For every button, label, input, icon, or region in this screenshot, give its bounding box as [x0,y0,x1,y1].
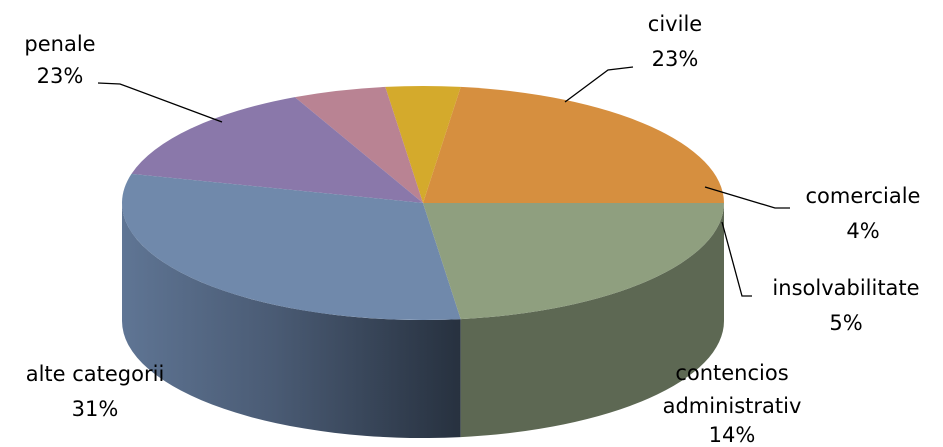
pie-slice-insolvabilitate [294,86,423,203]
leader-line-comerciale [704,186,790,209]
pie-slice-contencios-administrativ [131,97,423,203]
pie-slice-penale [423,203,724,320]
slice-labels: civile 23% comerciale 4% insolvabilitate… [24,12,920,447]
pie-slice-civile [423,86,724,203]
pie-slice-comerciale [385,86,461,203]
slice-value-contencios: 14% [709,423,756,447]
leader-lines [97,66,790,297]
slice-label-contencios-line2: administrativ [663,394,802,418]
slice-value-insolvabilitate: 5% [829,311,862,335]
pie-top-slices [121,86,724,320]
pie-wall-alte-categorii [122,203,461,439]
slice-value-alte-categorii: 31% [72,397,119,421]
slice-label-contencios-line1: contencios [675,361,788,385]
slice-value-penale: 23% [37,64,84,88]
slice-label-comerciale: comerciale [806,184,921,208]
pie-wall-penale [460,203,724,438]
slice-label-penale: penale [24,32,95,56]
leader-line-insolvabilitate [721,221,752,297]
slice-label-insolvabilitate: insolvabilitate [772,276,919,300]
pie-slice-alte-categorii [121,173,461,320]
leader-line-civile [564,66,634,103]
pie-side-walls [122,203,724,439]
slice-label-alte-categorii: alte categorii [26,362,165,386]
slice-label-civile: civile [648,12,702,36]
leader-line-penale [97,82,223,123]
slice-value-comerciale: 4% [846,219,879,243]
slice-value-civile: 23% [652,47,699,71]
